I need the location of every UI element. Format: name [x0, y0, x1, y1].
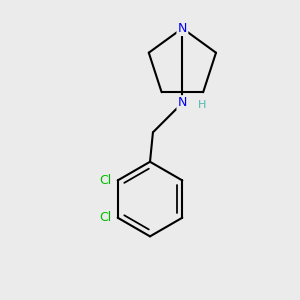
Text: N: N	[178, 96, 187, 110]
Text: N: N	[178, 22, 187, 35]
Text: Cl: Cl	[100, 174, 112, 187]
Text: H: H	[198, 100, 206, 110]
Text: Cl: Cl	[100, 211, 112, 224]
